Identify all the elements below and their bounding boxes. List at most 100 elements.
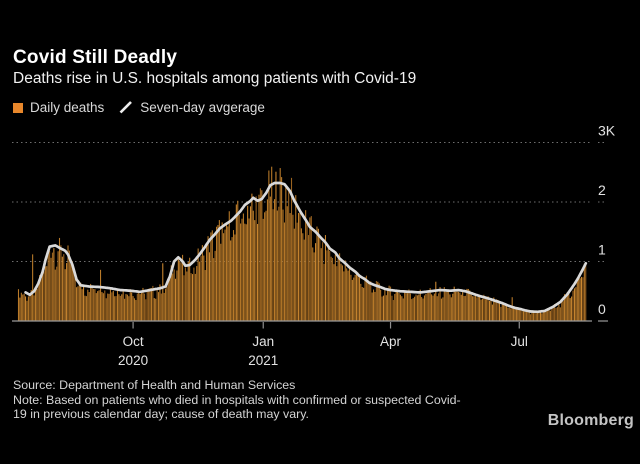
bar xyxy=(522,311,525,321)
bar xyxy=(210,232,212,321)
bar xyxy=(298,213,300,321)
bar xyxy=(32,254,34,321)
bar xyxy=(66,263,68,321)
bar xyxy=(162,263,164,321)
bar xyxy=(22,294,24,321)
bar xyxy=(316,226,318,321)
bar xyxy=(569,298,571,321)
bar xyxy=(309,217,311,321)
bar xyxy=(40,278,42,321)
bar xyxy=(135,300,137,321)
bar xyxy=(63,254,65,321)
bar xyxy=(487,296,489,321)
bar xyxy=(53,248,55,321)
bar xyxy=(240,223,242,321)
bar xyxy=(114,296,116,321)
bar xyxy=(307,235,310,321)
bar xyxy=(331,258,334,321)
bar xyxy=(528,311,530,321)
bar xyxy=(436,296,438,321)
bar xyxy=(158,292,160,321)
bar xyxy=(42,271,44,321)
bar xyxy=(215,226,218,321)
bar xyxy=(456,289,458,321)
bar xyxy=(315,243,317,321)
bar xyxy=(545,311,547,321)
bar xyxy=(276,210,278,321)
bar xyxy=(73,269,75,321)
bar xyxy=(100,269,102,321)
bar xyxy=(406,293,409,321)
bar xyxy=(299,211,301,321)
bar xyxy=(124,298,126,321)
bar xyxy=(85,296,87,321)
bar xyxy=(416,295,418,321)
bar xyxy=(510,308,512,321)
bar xyxy=(218,220,220,321)
bar xyxy=(341,265,343,321)
bar xyxy=(237,200,239,321)
bar xyxy=(234,234,236,321)
bar xyxy=(489,300,491,321)
bar xyxy=(452,293,454,321)
bar xyxy=(483,294,485,321)
bar xyxy=(333,264,335,321)
bar xyxy=(43,271,45,321)
bar xyxy=(440,298,442,321)
y-axis-label: 3K xyxy=(598,123,616,139)
bar xyxy=(361,287,363,321)
bar xyxy=(537,310,539,321)
bar xyxy=(217,224,219,321)
bar xyxy=(238,214,240,321)
bar xyxy=(429,288,431,321)
bar xyxy=(136,293,138,321)
bar xyxy=(469,290,471,321)
bar xyxy=(324,235,326,321)
bar xyxy=(245,224,247,321)
bar xyxy=(549,310,551,321)
bar xyxy=(74,276,76,321)
page-title: Covid Still Deadly xyxy=(13,47,178,68)
bar xyxy=(108,293,110,321)
bar xyxy=(235,204,237,321)
bar xyxy=(367,282,369,321)
bar xyxy=(193,267,195,321)
bar xyxy=(163,292,165,321)
bar xyxy=(365,275,368,321)
bar xyxy=(363,287,365,321)
bar xyxy=(548,309,550,321)
bar xyxy=(183,275,185,321)
bar xyxy=(160,293,162,321)
bar xyxy=(214,250,216,321)
bar xyxy=(228,211,230,321)
bar xyxy=(524,311,526,321)
bar xyxy=(170,265,172,321)
bar xyxy=(149,288,151,321)
bar xyxy=(182,254,184,321)
bar xyxy=(118,294,120,321)
note-text-line2: 19 in previous calendar day; cause of de… xyxy=(13,407,309,422)
bar xyxy=(54,269,56,321)
x-axis-year-label: 2020 xyxy=(118,353,148,368)
bar xyxy=(310,216,312,321)
bar xyxy=(551,308,553,321)
bar xyxy=(426,290,428,321)
bar xyxy=(438,293,440,321)
bar xyxy=(278,206,280,321)
bar xyxy=(258,194,260,321)
bar xyxy=(378,283,380,321)
bar xyxy=(559,307,561,321)
bar xyxy=(453,286,455,321)
bar xyxy=(107,293,109,321)
bar xyxy=(382,295,384,321)
bar xyxy=(515,309,517,321)
bar xyxy=(279,168,281,321)
bar xyxy=(180,262,182,321)
line-swatch-icon xyxy=(119,101,133,114)
bar xyxy=(194,273,196,321)
bar xyxy=(450,297,452,321)
bar xyxy=(500,306,502,321)
bar xyxy=(104,290,106,321)
bar xyxy=(167,279,169,321)
bar xyxy=(230,240,232,321)
